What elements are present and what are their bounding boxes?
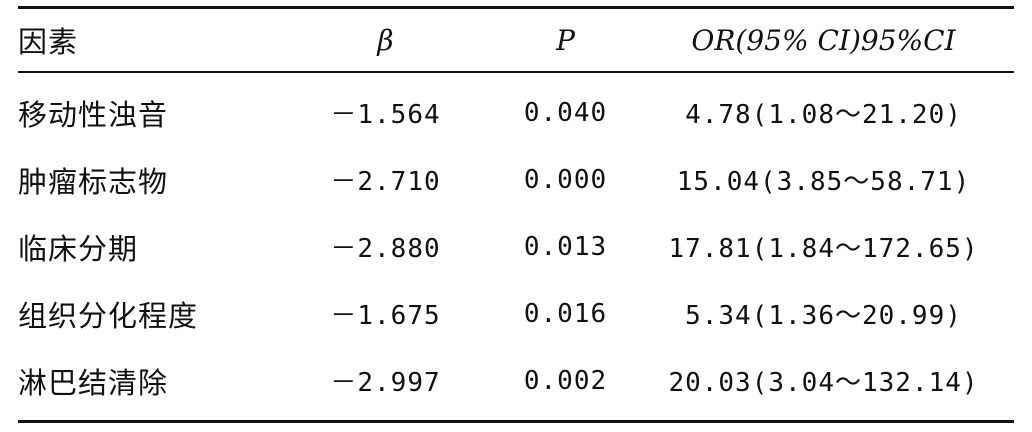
regression-table: 因素 β P OR(95% CI)95%CI 移动性浊音 －1.564 0.04… [18, 6, 1014, 423]
row-factor: 淋巴结清除 [18, 365, 169, 400]
row-p-value: 0.040 [523, 97, 608, 128]
row-beta: －2.997 [330, 368, 441, 398]
row-p-value: 0.002 [523, 365, 608, 396]
row-factor: 肿瘤标志物 [18, 164, 169, 199]
row-factor: 临床分期 [18, 231, 139, 266]
row-beta: －2.710 [330, 167, 441, 197]
row-factor: 移动性浊音 [18, 97, 169, 132]
table-header-row: 因素 β P OR(95% CI)95%CI [18, 7, 1014, 72]
row-or-ci: 15.04(3.85～58.71) [676, 167, 971, 197]
table-row: 组织分化程度 －1.675 0.016 5.34(1.36～20.99) [18, 280, 1014, 347]
row-beta: －1.675 [330, 301, 441, 331]
results-table-container: 因素 β P OR(95% CI)95%CI 移动性浊音 －1.564 0.04… [18, 6, 1014, 423]
row-p-value: 0.016 [523, 298, 608, 329]
table-row: 移动性浊音 －1.564 0.040 4.78(1.08～21.20) [18, 72, 1014, 146]
row-or-ci: 5.34(1.36～20.99) [685, 301, 962, 331]
table-row: 肿瘤标志物 －2.710 0.000 15.04(3.85～58.71) [18, 146, 1014, 213]
row-factor: 组织分化程度 [18, 298, 199, 333]
table-row: 淋巴结清除 －2.997 0.002 20.03(3.04～132.14) [18, 347, 1014, 422]
row-or-ci: 20.03(3.04～132.14) [668, 368, 979, 398]
row-beta: －2.880 [330, 234, 441, 264]
header-factor: 因素 [18, 25, 79, 59]
row-beta: －1.564 [330, 100, 441, 130]
row-p-value: 0.000 [523, 164, 608, 195]
header-beta: β [377, 23, 394, 57]
header-p: P [556, 23, 575, 57]
row-p-value: 0.013 [523, 231, 608, 262]
header-or-ci: OR(95% CI)95%CI [691, 23, 956, 57]
table-row: 临床分期 －2.880 0.013 17.81(1.84～172.65) [18, 213, 1014, 280]
row-or-ci: 4.78(1.08～21.20) [685, 100, 962, 130]
row-or-ci: 17.81(1.84～172.65) [668, 234, 979, 264]
